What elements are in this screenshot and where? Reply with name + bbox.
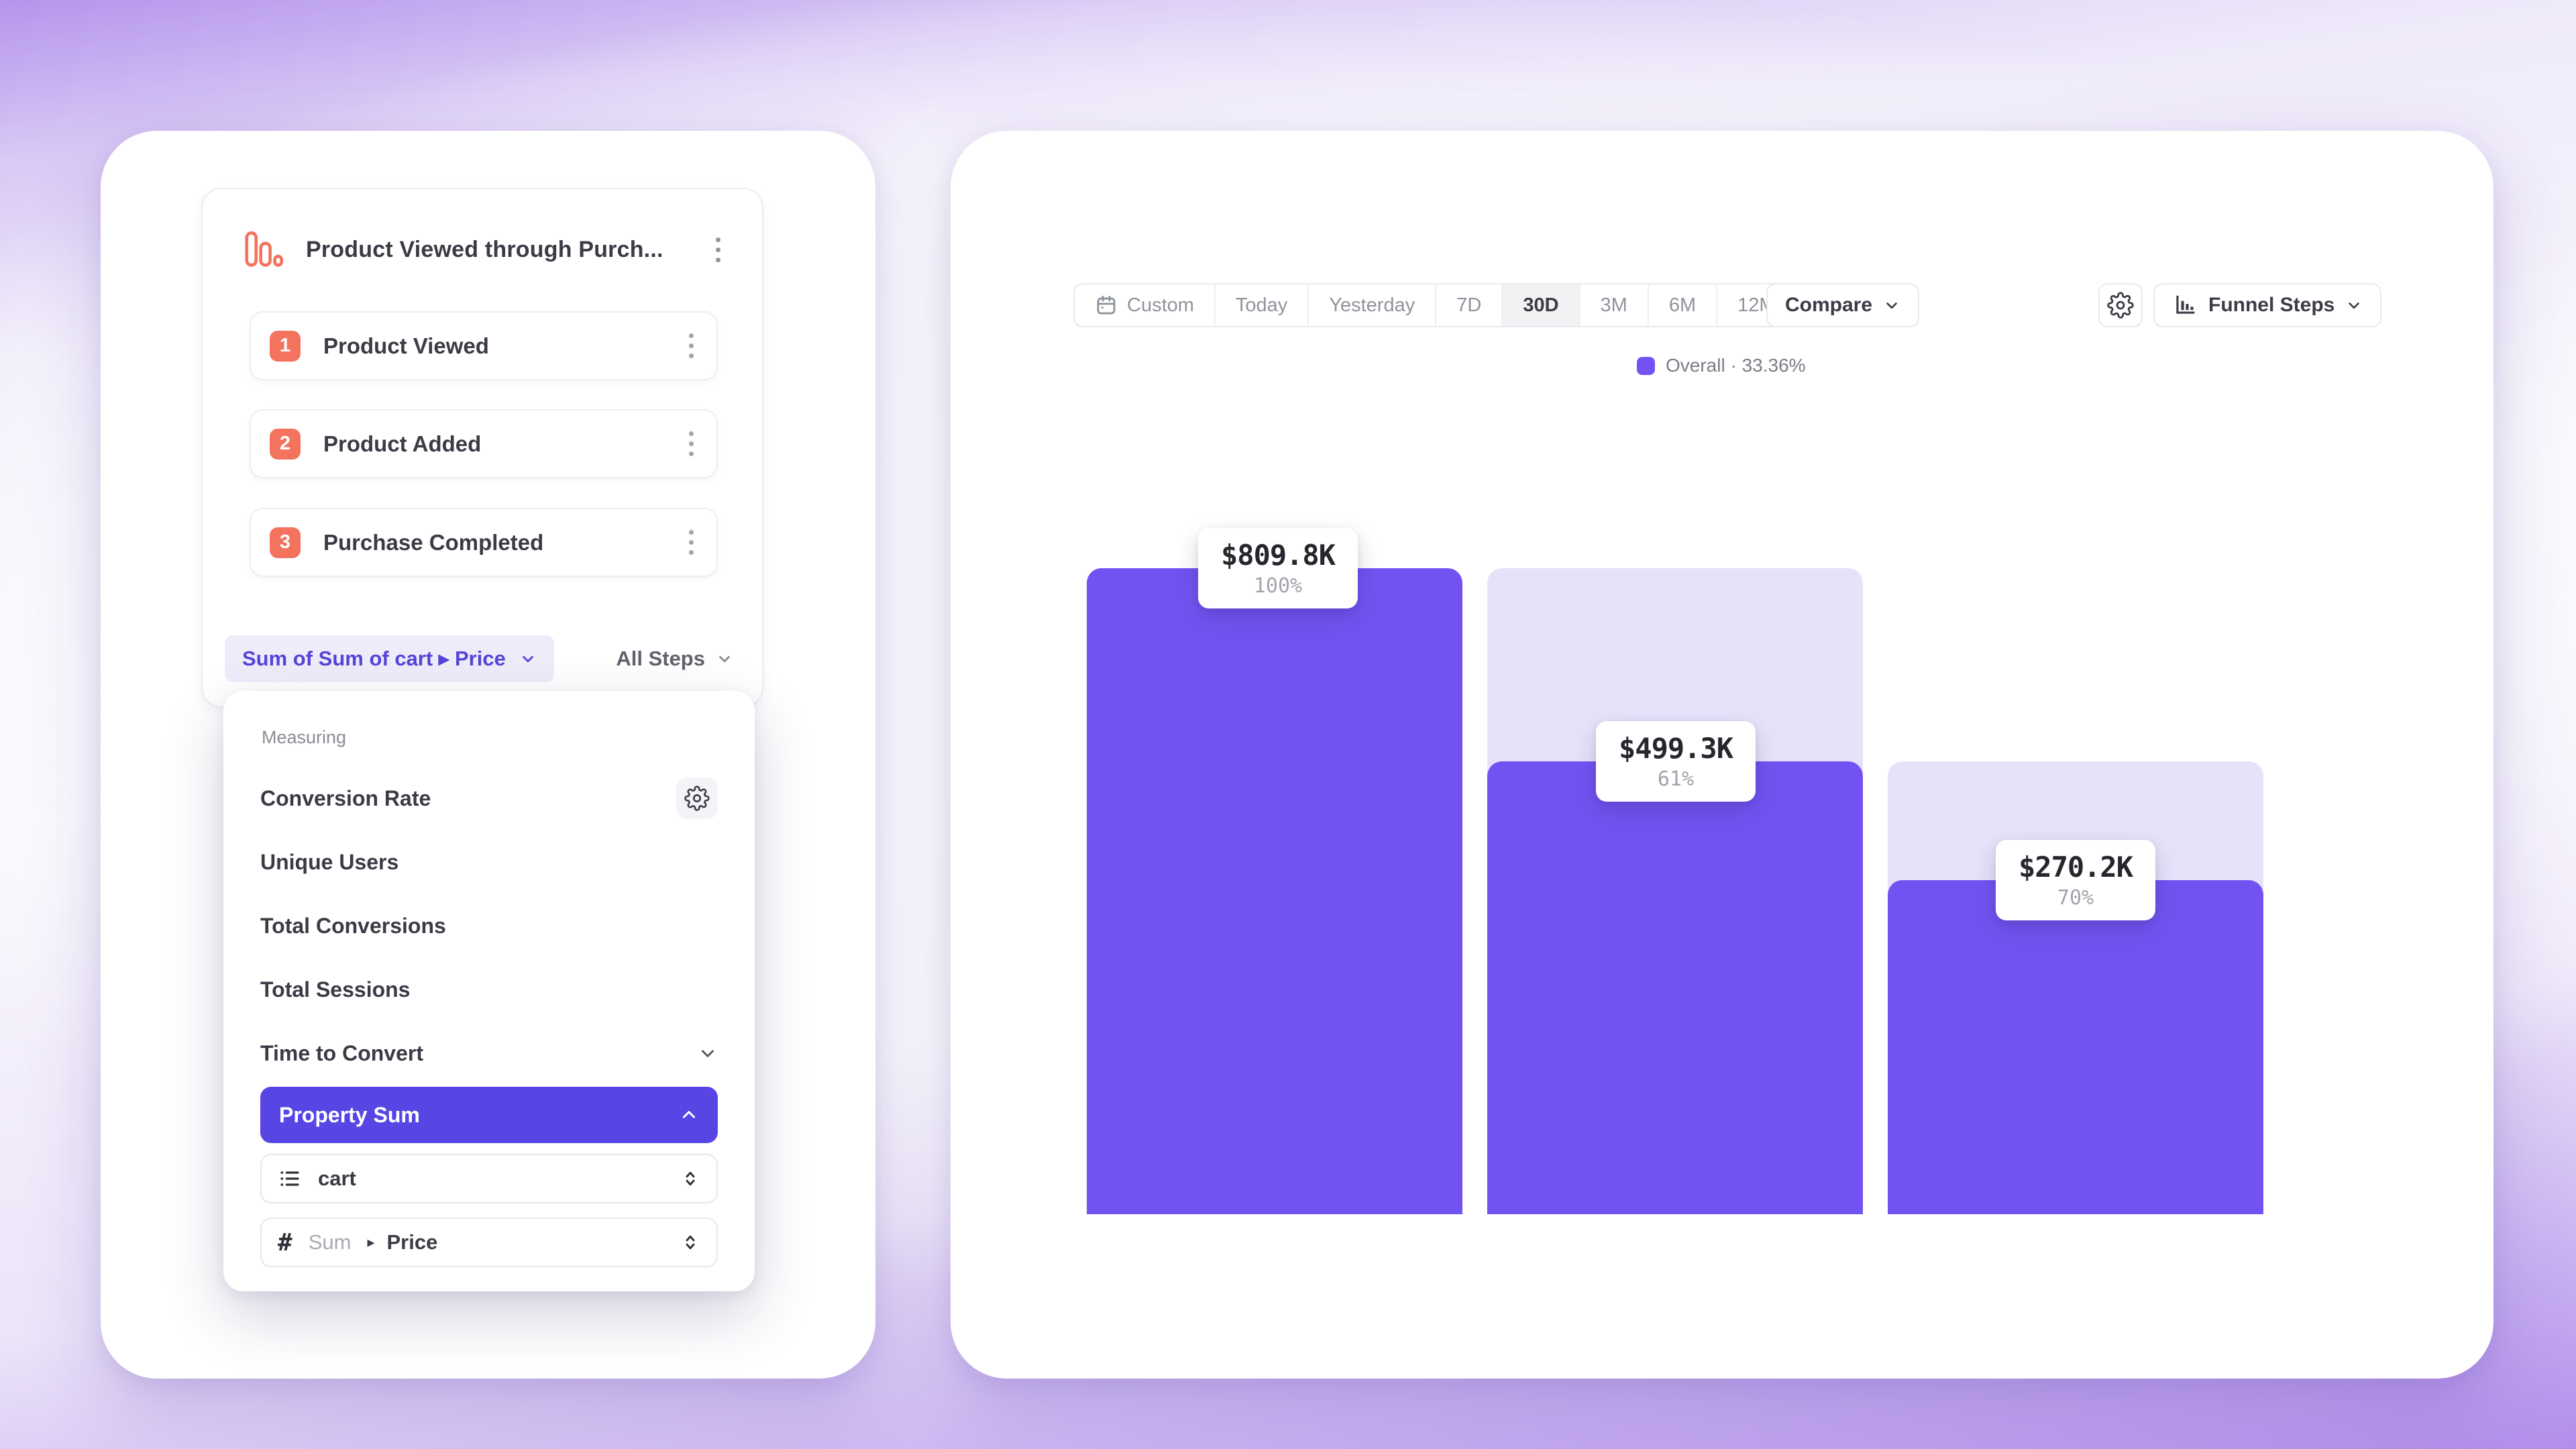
chart-type-label: Funnel Steps [2208, 294, 2335, 316]
tab-label: 30D [1523, 294, 1559, 316]
step-label: Product Viewed [323, 333, 489, 358]
query-panel-card: Product Viewed through Purch... 1 Produc… [101, 131, 875, 1379]
chevron-down-icon [716, 650, 733, 667]
chart-settings-button[interactable] [2098, 283, 2143, 327]
menu-item-label: Time to Convert [260, 1040, 423, 1065]
tooltip-step3: $270.2K 70% [1995, 840, 2156, 920]
tab-label: 3M [1600, 294, 1627, 316]
menu-item-label: Property Sum [279, 1102, 420, 1127]
tab-label: Custom [1127, 294, 1194, 316]
tab-label: Today [1235, 294, 1288, 316]
gear-icon [2107, 292, 2134, 319]
bar-chart-icon [2172, 292, 2198, 318]
funnel-step-row-2[interactable]: 2 Product Added [250, 409, 718, 478]
select-updown-icon [680, 1169, 700, 1189]
tooltip-percent: 61% [1657, 767, 1695, 791]
step-index-badge: 3 [270, 527, 301, 558]
chevron-down-icon [519, 650, 537, 667]
tab-label: 6M [1668, 294, 1697, 316]
property-select-value: cart [318, 1167, 356, 1190]
menu-item-total-sessions[interactable]: Total Sessions [260, 961, 718, 1018]
menu-item-conversion-rate[interactable]: Conversion Rate [260, 770, 718, 826]
tab-label: Yesterday [1329, 294, 1415, 316]
calendar-icon [1095, 294, 1118, 317]
tab-today[interactable]: Today [1216, 284, 1309, 326]
aggregation-value: Price [386, 1230, 438, 1254]
breadcrumb-caret-icon: ▸ [367, 1234, 375, 1251]
menu-item-label: Total Sessions [260, 977, 411, 1002]
steps-scope-dropdown[interactable]: All Steps [616, 635, 733, 682]
legend-item-overall[interactable]: Overall · 33.36% [1637, 355, 1806, 376]
tab-3m[interactable]: 3M [1580, 284, 1649, 326]
tab-6m[interactable]: 6M [1649, 284, 1718, 326]
menu-item-label: Unique Users [260, 849, 399, 874]
select-updown-icon [680, 1232, 700, 1252]
funnel-bar-step2-converted[interactable] [1487, 761, 1863, 1214]
chevron-down-icon [698, 1043, 718, 1063]
menu-item-property-sum[interactable]: Property Sum [260, 1087, 718, 1143]
tab-yesterday[interactable]: Yesterday [1309, 284, 1437, 326]
steps-scope-label: All Steps [616, 647, 705, 670]
hash-icon: # [278, 1228, 292, 1256]
tooltip-percent: 100% [1253, 574, 1303, 598]
menu-item-time-to-convert[interactable]: Time to Convert [260, 1025, 718, 1081]
legend-label: Overall · 33.36% [1666, 355, 1806, 376]
tab-7d[interactable]: 7D [1436, 284, 1503, 326]
tab-custom[interactable]: Custom [1075, 284, 1216, 326]
step-kebab-menu-icon[interactable] [685, 427, 698, 460]
tooltip-value: $809.8K [1220, 539, 1336, 572]
query-builder-header: Product Viewed through Purch... [241, 223, 724, 276]
tooltip-value: $270.2K [2018, 851, 2133, 883]
report-kebab-menu-icon[interactable] [712, 233, 724, 266]
menu-item-unique-users[interactable]: Unique Users [260, 834, 718, 890]
measurement-dropdown[interactable]: Sum of Sum of cart ▸ Price [225, 635, 554, 682]
compare-label: Compare [1785, 294, 1873, 316]
funnel-chart-icon [241, 229, 283, 270]
chart-panel-card: Custom Today Yesterday 7D 30D 3M 6M 12M … [951, 131, 2493, 1379]
measurement-dropdown-label: Sum of Sum of cart ▸ Price [242, 647, 506, 670]
funnel-step-row-1[interactable]: 1 Product Viewed [250, 311, 718, 380]
date-range-tabs: Custom Today Yesterday 7D 30D 3M 6M 12M [1073, 283, 1797, 327]
step-index-badge: 1 [270, 330, 301, 362]
funnel-step-row-3[interactable]: 3 Purchase Completed [250, 508, 718, 577]
step-kebab-menu-icon[interactable] [685, 329, 698, 362]
menu-section-label: Measuring [262, 727, 347, 747]
step-kebab-menu-icon[interactable] [685, 526, 698, 559]
step-label: Purchase Completed [323, 529, 544, 555]
chevron-up-icon [679, 1105, 699, 1125]
legend-swatch [1637, 356, 1655, 375]
tooltip-step2: $499.3K 61% [1595, 721, 1756, 802]
funnel-bar-step1-converted[interactable] [1087, 568, 1462, 1214]
chart-type-button[interactable]: Funnel Steps [2153, 283, 2382, 327]
tab-30d[interactable]: 30D [1503, 284, 1580, 326]
property-select[interactable]: cart [260, 1154, 718, 1203]
aggregation-prefix: Sum [308, 1230, 352, 1254]
tooltip-step1: $809.8K 100% [1197, 528, 1358, 608]
aggregation-select[interactable]: # Sum ▸ Price [260, 1218, 718, 1267]
gear-icon[interactable] [676, 777, 718, 819]
list-icon [278, 1167, 302, 1191]
funnel-bar-step3-converted[interactable] [1888, 880, 2263, 1214]
compare-button[interactable]: Compare [1766, 283, 1920, 327]
measuring-menu: Measuring Conversion Rate Unique Users T… [223, 691, 755, 1291]
menu-item-total-conversions[interactable]: Total Conversions [260, 898, 718, 954]
chevron-down-icon [1883, 297, 1900, 314]
step-label: Product Added [323, 431, 482, 456]
tooltip-percent: 70% [2057, 886, 2094, 910]
menu-item-label: Conversion Rate [260, 786, 431, 810]
chevron-down-icon [2345, 297, 2363, 314]
menu-item-label: Total Conversions [260, 913, 446, 938]
step-index-badge: 2 [270, 428, 301, 460]
tab-label: 7D [1456, 294, 1482, 316]
report-title: Product Viewed through Purch... [306, 236, 663, 262]
tooltip-value: $499.3K [1618, 732, 1733, 765]
query-builder-card: Product Viewed through Purch... 1 Produc… [201, 188, 763, 708]
